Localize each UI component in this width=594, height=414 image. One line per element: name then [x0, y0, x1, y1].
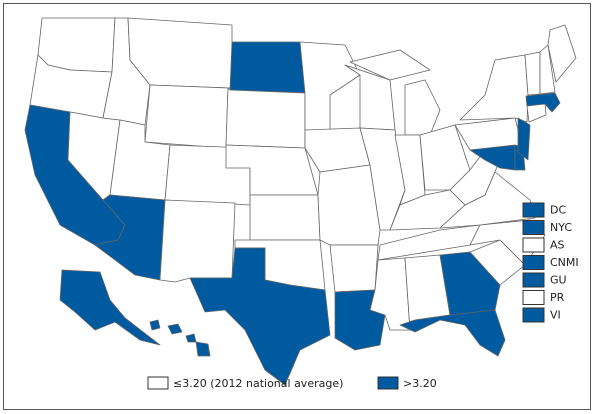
territory-label: NYC [550, 221, 572, 234]
state [59, 269, 161, 346]
legend-label: ≤3.20 (2012 national average) [173, 377, 343, 390]
state [459, 54, 529, 123]
legend-swatch [377, 376, 399, 390]
state [547, 24, 577, 83]
state [524, 51, 541, 96]
territory-label: CNMI [550, 256, 579, 269]
state [144, 84, 229, 149]
states [24, 17, 577, 386]
territory-label: VI [550, 309, 561, 322]
territory-label: AS [550, 239, 565, 252]
territory-box [522, 220, 545, 235]
state [349, 49, 431, 81]
state [539, 44, 556, 95]
state [167, 323, 183, 335]
state [189, 247, 331, 386]
legend-swatch [147, 376, 169, 390]
state [195, 341, 211, 357]
legend: ≤3.20 (2012 national average) >3.20 [147, 376, 437, 390]
state [249, 194, 321, 241]
territory-box [522, 307, 545, 323]
territory-label: PR [550, 291, 565, 304]
territory-box [522, 272, 545, 288]
state [517, 117, 531, 161]
state [525, 92, 561, 113]
territory-box [522, 202, 545, 218]
state [229, 41, 306, 94]
state [304, 127, 371, 173]
territories: DC NYC AS CNMI GU PR VI [522, 202, 579, 323]
state [159, 199, 236, 283]
territory-label: DC [550, 204, 566, 217]
state [185, 333, 197, 343]
state [329, 244, 379, 293]
state [299, 41, 361, 131]
state [225, 87, 306, 149]
territory-box [522, 290, 545, 305]
state [127, 17, 233, 89]
state [469, 144, 516, 171]
state [37, 17, 116, 73]
state [317, 164, 381, 246]
frame [3, 3, 591, 410]
territory-box [522, 237, 545, 253]
legend-label: >3.20 [403, 377, 437, 390]
state [404, 79, 441, 136]
state [149, 319, 161, 331]
territory-box [522, 255, 545, 270]
state [399, 309, 506, 357]
territory-label: GU [550, 274, 567, 287]
